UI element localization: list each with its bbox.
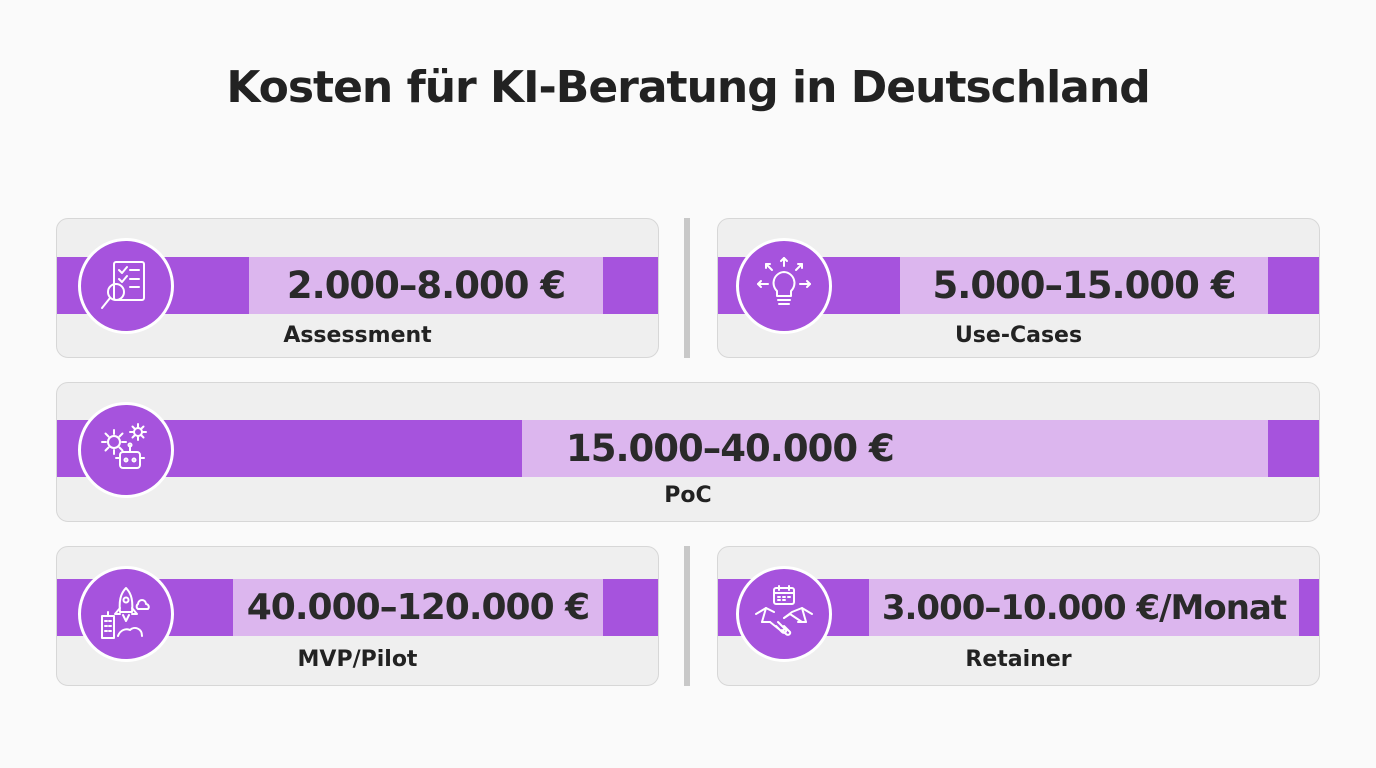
card-label: MVP/Pilot — [297, 647, 418, 672]
divider-bottom — [684, 546, 690, 686]
card-label: Retainer — [965, 647, 1072, 672]
card-label: Assessment — [283, 323, 432, 348]
handshake-calendar-icon — [736, 566, 832, 662]
gears-robot-icon — [78, 402, 174, 498]
price-value: 5.000–15.000 € — [900, 257, 1268, 314]
document-magnifier-icon — [78, 238, 174, 334]
lightbulb-icon — [736, 238, 832, 334]
price-value: 40.000–120.000 € — [233, 579, 603, 636]
cost-card-mvp-pilot: 40.000–120.000 € MVP/Pilot — [56, 546, 659, 686]
price-band: 15.000–40.000 € — [57, 420, 1319, 477]
cost-card-retainer: 3.000–10.000 €/Monat Retainer — [717, 546, 1320, 686]
price-value: 2.000–8.000 € — [249, 257, 603, 314]
card-label: Use-Cases — [954, 323, 1083, 348]
divider-top — [684, 218, 690, 358]
page-title: Kosten für KI-Beratung in Deutschland — [226, 62, 1150, 113]
card-label: PoC — [664, 483, 712, 508]
price-value: 15.000–40.000 € — [522, 420, 1268, 477]
cost-card-assessment: 2.000–8.000 € Assessment — [56, 218, 659, 358]
price-value: 3.000–10.000 €/Monat — [869, 579, 1299, 636]
cost-card-use-cases: 5.000–15.000 € Use-Cases — [717, 218, 1320, 358]
cost-card-poc: 15.000–40.000 € PoC — [56, 382, 1320, 522]
rocket-building-icon — [78, 566, 174, 662]
